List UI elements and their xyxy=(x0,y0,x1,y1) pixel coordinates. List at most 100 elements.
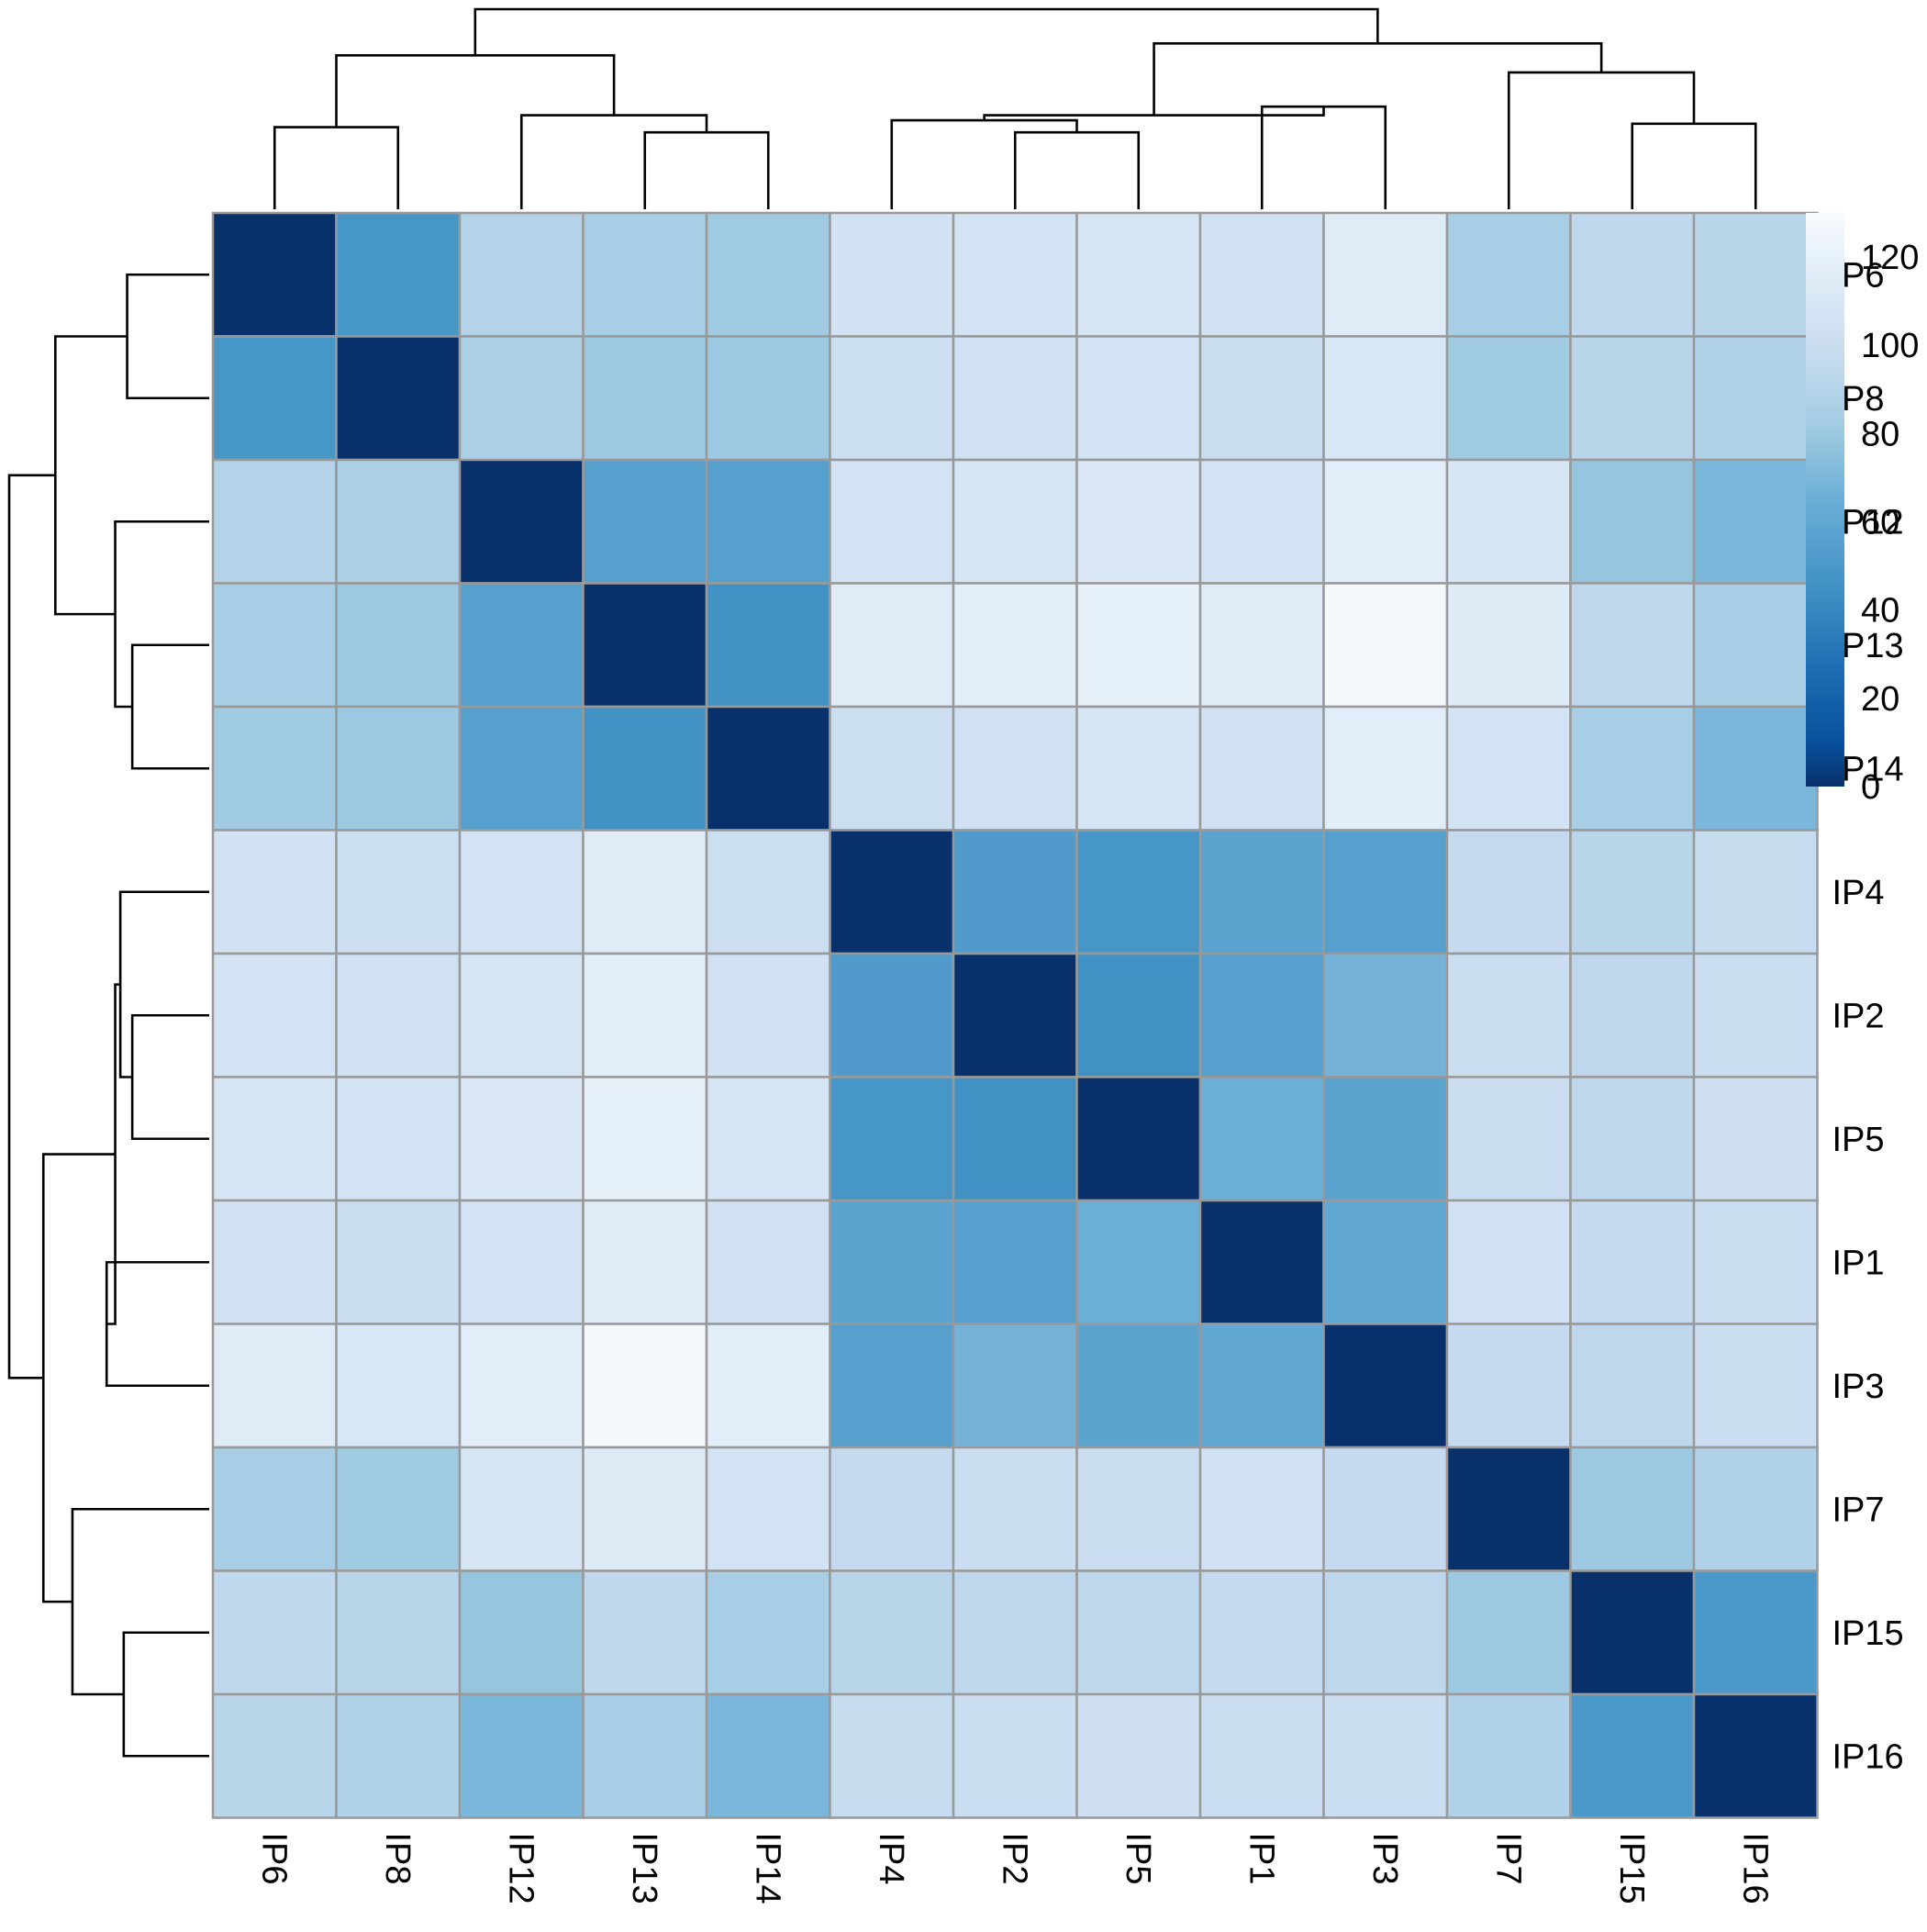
heatmap-cell xyxy=(705,335,831,462)
heatmap-cell xyxy=(211,829,338,955)
heatmap-cell xyxy=(705,1323,831,1449)
legend-tick-label: 40 xyxy=(1861,592,1899,631)
heatmap-cell xyxy=(1445,952,1572,1078)
heatmap-cell xyxy=(335,582,462,709)
heatmap-cell xyxy=(1569,952,1696,1078)
dendrogram-link xyxy=(1013,130,1141,209)
heatmap-cell xyxy=(458,582,585,709)
heatmap-cell xyxy=(1075,1446,1202,1572)
heatmap-cell xyxy=(335,952,462,1078)
heatmap-cell xyxy=(211,335,338,462)
column-label: IP1 xyxy=(1242,1833,1280,1885)
column-label: IP2 xyxy=(995,1833,1033,1885)
dendrogram-link xyxy=(335,54,616,128)
heatmap-cell xyxy=(829,1076,955,1202)
heatmap-cell xyxy=(582,952,708,1078)
heatmap-cell xyxy=(1445,1076,1572,1202)
heatmap-cell xyxy=(705,1076,831,1202)
column-label: IP14 xyxy=(748,1833,786,1904)
heatmap-cell xyxy=(1445,829,1572,955)
dendrogram-link xyxy=(890,118,1078,209)
heatmap-cell xyxy=(1445,1569,1572,1696)
heatmap-cell xyxy=(1198,458,1325,585)
row-label: IP3 xyxy=(1832,1368,1885,1406)
row-label: IP15 xyxy=(1832,1614,1904,1653)
heatmap-cell xyxy=(1692,952,1819,1078)
heatmap-cell xyxy=(1075,458,1202,585)
dendrogram-link xyxy=(1153,41,1603,116)
legend-tick-label: 20 xyxy=(1861,680,1899,719)
heatmap-cell xyxy=(211,952,338,1078)
heatmap-cell xyxy=(952,1323,1078,1449)
row-label: IP5 xyxy=(1832,1121,1885,1159)
heatmap-cell xyxy=(1198,582,1325,709)
heatmap-cell xyxy=(335,829,462,955)
heatmap-cell xyxy=(211,1199,338,1325)
heatmap-cell xyxy=(1692,582,1819,709)
heatmap-cell xyxy=(1198,335,1325,462)
dendrogram-link xyxy=(1260,105,1387,209)
heatmap-cell xyxy=(1445,1446,1572,1572)
heatmap-cell xyxy=(705,1569,831,1696)
heatmap-cell xyxy=(1322,458,1449,585)
heatmap-cell xyxy=(705,458,831,585)
heatmap-cell xyxy=(211,458,338,585)
heatmap-cell xyxy=(1569,458,1696,585)
heatmap-cell xyxy=(1322,1446,1449,1572)
heatmap-cell xyxy=(458,952,585,1078)
heatmap-cell xyxy=(829,952,955,1078)
heatmap-cell xyxy=(1198,1569,1325,1696)
heatmap-cell xyxy=(458,1076,585,1202)
heatmap-cell xyxy=(952,1692,1078,1819)
heatmap-cell xyxy=(1692,335,1819,462)
column-label: IP8 xyxy=(378,1833,417,1885)
heatmap-cell xyxy=(582,829,708,955)
heatmap-cell xyxy=(705,829,831,955)
heatmap-cell xyxy=(1198,952,1325,1078)
column-dendrogram xyxy=(273,7,1757,209)
heatmap-cell xyxy=(705,582,831,709)
heatmap-cell xyxy=(1075,335,1202,462)
heatmap-cell xyxy=(458,1569,585,1696)
heatmap-cell xyxy=(952,1569,1078,1696)
heatmap-cell xyxy=(952,458,1078,585)
heatmap-cell xyxy=(829,829,955,955)
heatmap-cell xyxy=(1569,1076,1696,1202)
heatmap-cell xyxy=(335,1199,462,1325)
heatmap-cell xyxy=(1692,1323,1819,1449)
heatmap-cell xyxy=(1569,1446,1696,1572)
heatmap-cell xyxy=(952,1076,1078,1202)
heatmap-cell xyxy=(1445,1692,1572,1819)
heatmap-cell xyxy=(1198,1199,1325,1325)
column-label: IP3 xyxy=(1365,1833,1404,1885)
column-label: IP7 xyxy=(1488,1833,1527,1885)
heatmap-cell xyxy=(335,458,462,585)
heatmap-cell xyxy=(1692,705,1819,832)
column-label: IP16 xyxy=(1735,1833,1774,1904)
heatmap-cell xyxy=(1322,335,1449,462)
legend-tick-label: 60 xyxy=(1861,504,1899,542)
heatmap-cell xyxy=(1569,211,1696,338)
heatmap-cell xyxy=(829,1323,955,1449)
heatmap-cell xyxy=(582,335,708,462)
heatmap-cell xyxy=(1322,705,1449,832)
heatmap-cell xyxy=(1569,705,1696,832)
heatmap-cell xyxy=(829,211,955,338)
legend-color-bar xyxy=(1806,213,1844,787)
heatmap-cell xyxy=(582,458,708,585)
heatmap-cell xyxy=(458,705,585,832)
heatmap-cell xyxy=(335,1076,462,1202)
legend-tick-label: 100 xyxy=(1861,327,1919,365)
heatmap-cell xyxy=(335,335,462,462)
dendrogram-link xyxy=(105,1260,209,1388)
heatmap-cell xyxy=(952,582,1078,709)
heatmap-cell xyxy=(1445,211,1572,338)
heatmap-cell xyxy=(1075,1199,1202,1325)
heatmap-cell xyxy=(335,1323,462,1449)
row-label: IP4 xyxy=(1832,874,1885,912)
heatmap-cell xyxy=(1692,1569,1819,1696)
heatmap-cell xyxy=(952,952,1078,1078)
heatmap-cell xyxy=(335,1446,462,1572)
